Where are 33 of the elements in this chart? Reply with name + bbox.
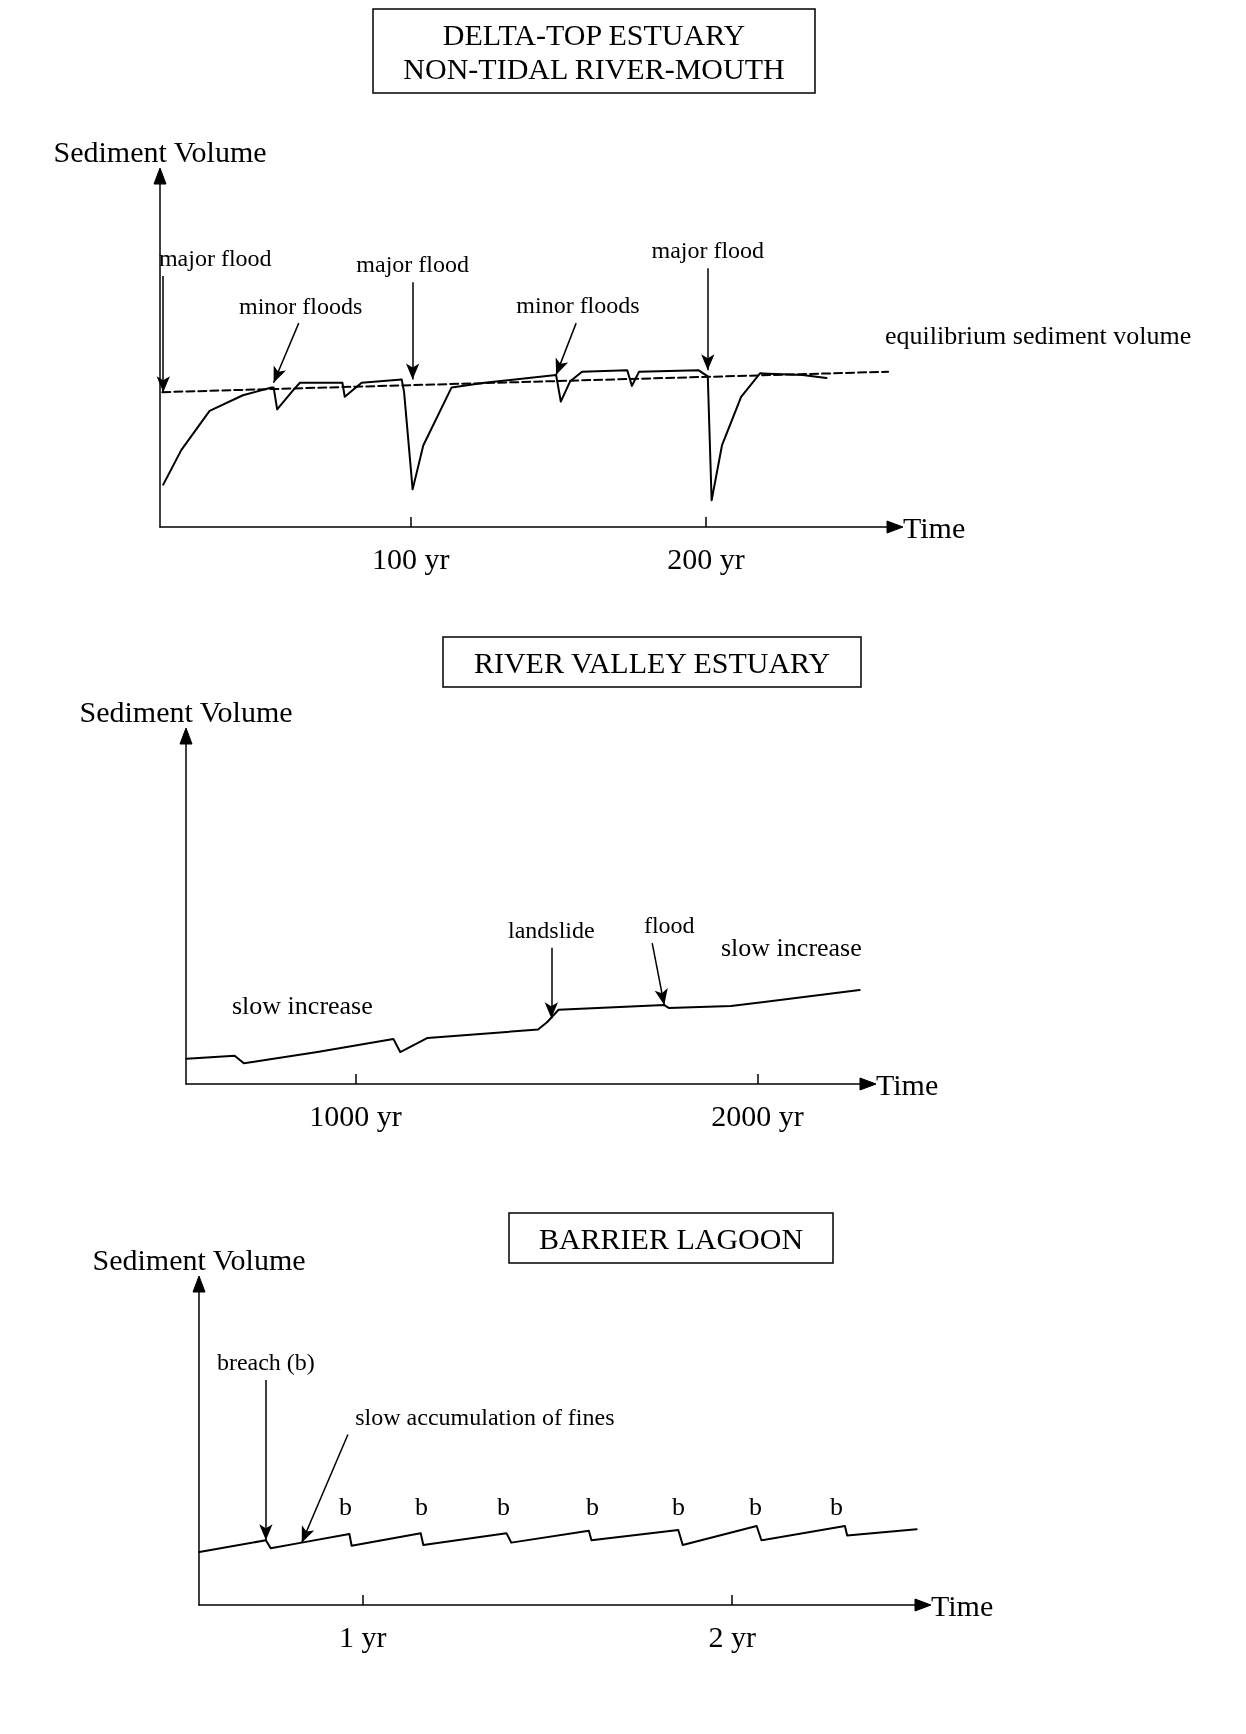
x-tick-label: 200 yr xyxy=(667,541,745,575)
annotation: slow accumulation of fines xyxy=(355,1403,615,1430)
annotation: landslide xyxy=(508,916,595,943)
annotation: slow increase xyxy=(232,990,373,1020)
y-axis-title: Sediment Volume xyxy=(53,134,267,168)
x-tick-label: 1 yr xyxy=(338,1619,387,1653)
chart-title: RIVER VALLEY ESTUARY xyxy=(473,645,831,679)
x-axis-title: Time xyxy=(903,510,966,544)
x-tick-label: 100 yr xyxy=(372,541,450,575)
annotation: breach (b) xyxy=(216,1349,315,1375)
text: slow increase xyxy=(721,932,862,962)
y-axis-title: Sediment Volume xyxy=(92,1242,306,1276)
annotation: minor floods xyxy=(238,292,363,319)
text: b xyxy=(830,1491,843,1521)
text: b xyxy=(339,1491,352,1521)
annotation: major flood xyxy=(651,237,765,264)
chart-title: DELTA-TOP ESTUARY NON-TIDAL RIVER-MOUTH xyxy=(403,17,785,85)
chart-title: BARRIER LAGOON xyxy=(538,1221,804,1255)
text: b xyxy=(749,1491,762,1521)
x-axis-title: Time xyxy=(876,1067,939,1101)
x-tick-label: 2000 yr xyxy=(711,1098,804,1132)
annotation: major flood xyxy=(356,251,469,278)
y-axis-title: Sediment Volume xyxy=(79,694,293,728)
text: b xyxy=(672,1491,685,1521)
annotation: minor floods xyxy=(516,292,640,319)
text: b xyxy=(586,1491,599,1521)
x-axis-title: Time xyxy=(931,1588,994,1622)
x-tick-label: 1000 yr xyxy=(309,1098,402,1132)
text: equilibrium sediment volume xyxy=(885,320,1192,350)
text: b xyxy=(497,1491,510,1521)
text: b xyxy=(415,1491,428,1521)
annotation: flood xyxy=(643,912,695,939)
x-tick-label: 2 yr xyxy=(708,1619,756,1653)
